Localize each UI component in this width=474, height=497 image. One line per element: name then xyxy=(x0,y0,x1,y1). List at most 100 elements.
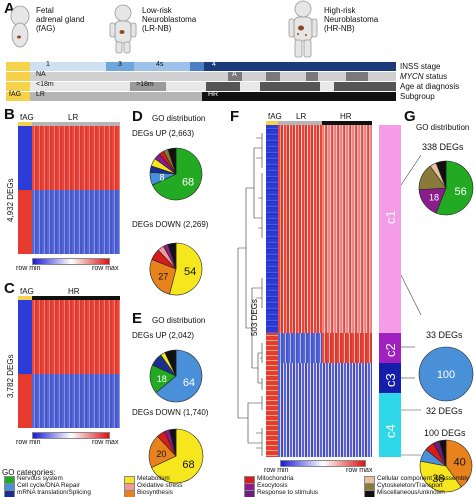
panel-b-col-fag: fAG xyxy=(20,113,34,122)
pie-data-label: 64 xyxy=(183,377,195,389)
pie-slice-miscellaneous-unknown xyxy=(167,242,177,270)
legend-swatch xyxy=(4,490,15,497)
cluster-c1 xyxy=(379,125,401,333)
pie-slice-miscellaneous-unknown xyxy=(168,428,177,457)
pie-data-label: 18 xyxy=(157,374,167,384)
legend-label: Nervous system xyxy=(17,475,63,482)
legend-label: Oxidative stress xyxy=(137,482,183,489)
stage-4s-label: 4s xyxy=(156,61,164,68)
pie-slice-miscellaneous-unknown xyxy=(164,349,177,377)
cluster-c3 xyxy=(379,363,401,393)
pie-data-label: 27 xyxy=(158,271,168,281)
panel-g-count-c3: 32 DEGs xyxy=(426,406,463,416)
legend-label: Cellular component disassembly xyxy=(377,475,469,482)
heatmap-f xyxy=(266,125,372,457)
legend-label: Miscellaneous/unknown xyxy=(377,489,445,496)
pie-g-c1: 56 18 xyxy=(418,160,474,216)
panel-label-c: C xyxy=(4,280,15,297)
child-icon xyxy=(288,0,318,58)
baby-icon xyxy=(109,4,137,54)
track-label-mycn: MYCN status xyxy=(400,72,448,81)
pie-data-label: 68 xyxy=(182,177,194,189)
legend-label: Exocytosis xyxy=(257,482,288,489)
cluster-c4 xyxy=(379,393,401,457)
pie-d-up: 68 8 xyxy=(149,147,203,201)
pie-slice-miscellaneous-unknown xyxy=(167,147,177,175)
legend-swatch xyxy=(364,490,375,497)
panel-f-ylabel: 503 DEGs xyxy=(250,299,259,336)
subgroup-hr-label: HR xyxy=(208,91,219,98)
pie-slice-metabolism xyxy=(419,460,462,493)
pie-data-label: 56 xyxy=(454,186,466,198)
colorbar-c-min: row min xyxy=(16,439,41,446)
mycn-na-label: NA xyxy=(36,71,46,78)
pie-slice-biosynthesis xyxy=(149,259,177,295)
legend-label: Response to stimulus xyxy=(257,489,319,496)
track-label-subgroup: Subgroup xyxy=(400,92,435,101)
fag-header: Fetal adrenal gland (fAG) xyxy=(36,6,85,33)
panel-f-col-lr: LR xyxy=(296,112,307,121)
colorbar-b xyxy=(32,258,110,265)
pie-data-label: 20 xyxy=(156,449,166,459)
track-label-age: Age at diagnosis xyxy=(400,82,460,91)
cluster-c2-label: c2 xyxy=(383,343,398,357)
pie-slice-miscellaneous-unknown xyxy=(439,439,447,467)
colorbar-b-min: row min xyxy=(16,265,41,272)
heatmap-c xyxy=(18,300,120,428)
pie-slice-metabolism xyxy=(151,428,204,484)
pie-slice-cell-cycle-dna-repair xyxy=(418,346,474,402)
panel-b-ylabel: 4,932 DEGs xyxy=(6,178,15,222)
legend: Nervous system Cell cycle/DNA Repair mRNA … xyxy=(0,475,474,497)
legend-label: Metabolism xyxy=(137,475,170,482)
colorbar-f-min: row min xyxy=(264,467,289,474)
pie-g-c4: 40 38 xyxy=(419,439,473,493)
pie-data-label: 38 xyxy=(432,473,444,485)
mycn-a-label: A xyxy=(232,71,237,78)
panel-d-down-label: DEGs DOWN (2,269) xyxy=(132,220,209,229)
pie-data-label: 54 xyxy=(184,266,196,278)
legend-swatch xyxy=(244,490,255,497)
pie-slice-metabolism xyxy=(169,242,203,296)
panel-g-count-c4: 100 DEGs xyxy=(424,428,466,438)
age-over-label: >18m xyxy=(136,81,154,88)
hr-header: High-risk Neuroblastoma (HR-NB) xyxy=(324,6,379,33)
colorbar-f xyxy=(280,460,366,467)
panel-label-b: B xyxy=(4,106,15,123)
panel-f-col-fag: fAG xyxy=(268,112,282,121)
pie-data-label: 8 xyxy=(159,173,164,183)
pie-slice-nervous-system xyxy=(152,147,203,201)
stage-1-label: 1 xyxy=(46,61,50,68)
stage-3-label: 3 xyxy=(118,61,122,68)
pie-e-up: 64 18 xyxy=(149,349,203,403)
panel-b-col-lr: LR xyxy=(68,113,79,122)
age-under-label: <18m xyxy=(36,81,54,88)
fetus-icon xyxy=(10,5,30,48)
annotation-tracks: 1 3 4s 4 NA A <18m >18m fAG LR HR xyxy=(6,61,396,104)
panel-label-f: F xyxy=(230,108,240,125)
pie-data-label: 100 xyxy=(437,369,455,381)
cluster-c2 xyxy=(379,333,401,363)
colorbar-b-max: row max xyxy=(92,265,119,272)
pie-data-label: 18 xyxy=(429,193,439,203)
panel-label-e: E xyxy=(132,310,143,327)
cluster-connectors xyxy=(401,154,422,456)
cluster-c4-label: c4 xyxy=(383,424,398,438)
pie-d-down: 54 27 xyxy=(149,242,203,296)
track-label-inss: INSS stage xyxy=(400,62,441,71)
panel-e-up-label: DEGs UP (2,042) xyxy=(132,331,195,340)
pie-data-label: 40 xyxy=(453,457,465,469)
legend-swatch xyxy=(124,490,135,497)
pie-slice-miscellaneous-unknown xyxy=(435,160,447,189)
panel-label-g: G xyxy=(404,108,416,125)
panel-g-count-c1: 338 DEGs xyxy=(422,142,464,152)
panel-e-down-label: DEGs DOWN (1,740) xyxy=(132,408,209,417)
panel-d-title: GO distribution xyxy=(152,114,206,123)
colorbar-f-max: row max xyxy=(346,467,373,474)
pie-slice-cell-cycle-dna-repair xyxy=(155,349,203,403)
pie-slice-biosynthesis xyxy=(445,439,473,488)
cluster-c1-label: c1 xyxy=(383,210,398,224)
colorbar-c xyxy=(32,432,110,439)
legend-title: GO categories: xyxy=(2,468,56,477)
panel-c-col-hr: HR xyxy=(68,287,80,296)
pie-g-c2: 100 xyxy=(418,346,474,402)
